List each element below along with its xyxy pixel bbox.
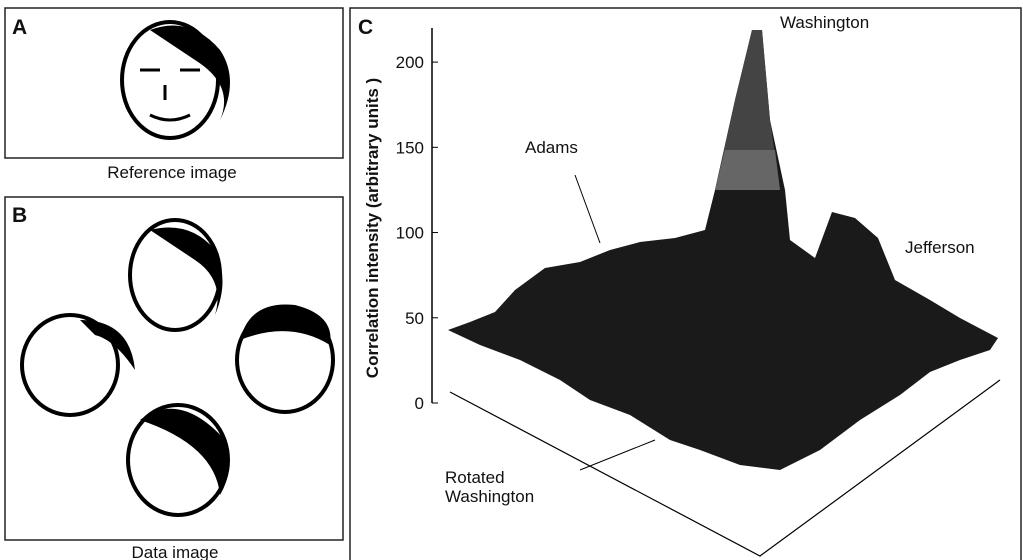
y-tick-label: 50 <box>405 309 424 328</box>
pointer <box>580 440 655 470</box>
annotation: Washington <box>780 13 869 32</box>
caption: Reference image <box>107 163 236 182</box>
faces <box>22 220 333 515</box>
panel-label: C <box>358 16 373 39</box>
figure: A Reference image B Data image C Correla… <box>0 0 1023 560</box>
annotation: Adams <box>525 138 578 157</box>
page: A Reference image B Data image C Correla… <box>0 0 1023 560</box>
annotation: Rotated <box>445 468 505 487</box>
y-tick-label: 100 <box>396 224 424 243</box>
annotation: Washington <box>445 487 534 506</box>
y-tick-label: 0 <box>415 394 424 413</box>
y-tick-label: 150 <box>396 138 424 157</box>
caption: Data image <box>132 543 219 560</box>
y-axis-label: Correlation intensity (arbitrary units ) <box>363 78 382 378</box>
pointer <box>575 175 600 243</box>
panel-label: A <box>12 16 27 39</box>
face-washington-reference <box>122 22 230 138</box>
panel-label: B <box>12 204 27 227</box>
y-tick-label: 200 <box>396 53 424 72</box>
annotation: Jefferson <box>905 238 975 257</box>
